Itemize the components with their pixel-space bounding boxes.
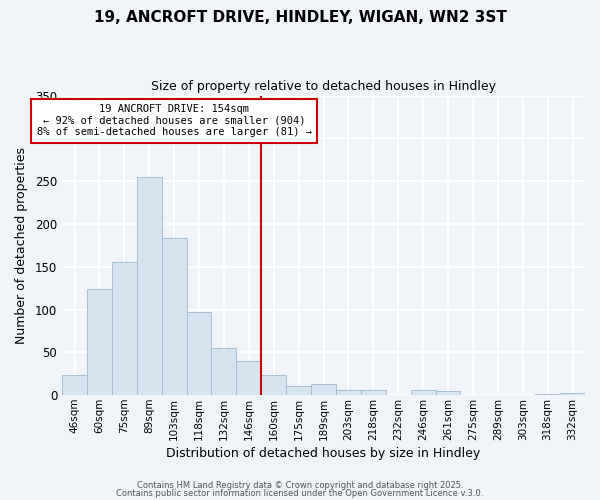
Bar — [311, 384, 336, 395]
Text: 19, ANCROFT DRIVE, HINDLEY, WIGAN, WN2 3ST: 19, ANCROFT DRIVE, HINDLEY, WIGAN, WN2 3… — [94, 10, 506, 25]
Y-axis label: Number of detached properties: Number of detached properties — [15, 147, 28, 344]
Bar — [286, 386, 311, 395]
Bar — [560, 394, 585, 395]
Bar — [211, 348, 236, 395]
Bar — [187, 312, 211, 395]
Bar — [137, 177, 161, 395]
Title: Size of property relative to detached houses in Hindley: Size of property relative to detached ho… — [151, 80, 496, 93]
X-axis label: Distribution of detached houses by size in Hindley: Distribution of detached houses by size … — [166, 447, 481, 460]
Bar — [436, 391, 460, 395]
Text: 19 ANCROFT DRIVE: 154sqm
← 92% of detached houses are smaller (904)
8% of semi-d: 19 ANCROFT DRIVE: 154sqm ← 92% of detach… — [37, 104, 311, 138]
Bar — [161, 238, 187, 395]
Bar — [361, 390, 386, 395]
Bar — [535, 394, 560, 395]
Bar — [261, 374, 286, 395]
Text: Contains public sector information licensed under the Open Government Licence v.: Contains public sector information licen… — [116, 488, 484, 498]
Bar — [62, 374, 87, 395]
Bar — [236, 361, 261, 395]
Bar — [87, 289, 112, 395]
Bar — [410, 390, 436, 395]
Bar — [112, 262, 137, 395]
Bar — [336, 390, 361, 395]
Text: Contains HM Land Registry data © Crown copyright and database right 2025.: Contains HM Land Registry data © Crown c… — [137, 481, 463, 490]
